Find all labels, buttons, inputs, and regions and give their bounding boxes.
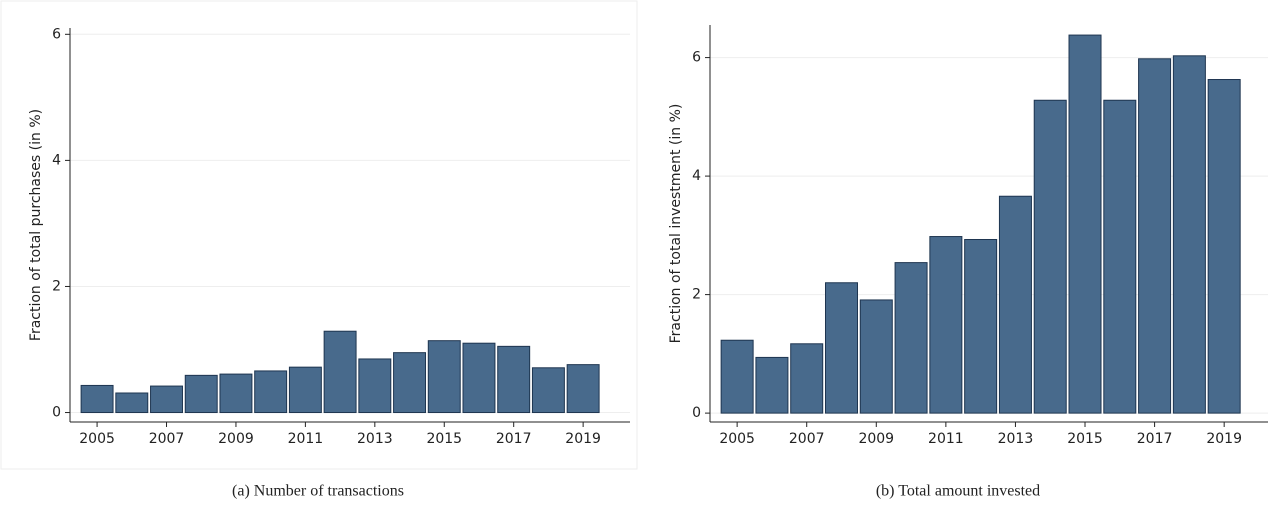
x-tick-label: 2009 — [218, 431, 254, 447]
caption: (b) Total amount invested — [876, 483, 1040, 500]
bar — [1138, 58, 1172, 414]
bar — [254, 370, 288, 414]
bar — [894, 262, 928, 414]
bar — [358, 358, 392, 414]
x-tick-label: 2019 — [565, 431, 601, 447]
bar — [531, 367, 565, 414]
y-tick-label: 2 — [52, 278, 61, 294]
bar — [755, 356, 789, 414]
bar — [1207, 79, 1241, 414]
bar — [790, 343, 824, 414]
x-tick-label: 2009 — [858, 431, 894, 447]
bar — [824, 282, 859, 414]
y-tick-label: 4 — [692, 168, 701, 184]
x-tick-label: 2007 — [789, 431, 825, 447]
bar — [219, 373, 253, 414]
bar — [1172, 55, 1206, 414]
y-axis-label: Fraction of total investment (in %) — [668, 104, 684, 344]
bar — [150, 385, 183, 414]
x-tick-label: 2013 — [357, 431, 393, 447]
caption: (a) Number of transactions — [232, 483, 404, 500]
bar — [1068, 34, 1102, 414]
x-tick-label: 2017 — [1137, 431, 1173, 447]
bar — [929, 236, 963, 414]
x-tick-label: 2005 — [719, 431, 755, 447]
x-tick-label: 2015 — [1067, 431, 1103, 447]
bar — [998, 195, 1032, 414]
x-tick-label: 2011 — [928, 431, 964, 447]
bar — [427, 340, 461, 414]
y-tick-label: 6 — [52, 26, 61, 42]
bar — [720, 339, 754, 414]
bar — [80, 384, 114, 414]
bar — [323, 330, 357, 414]
bar — [1033, 99, 1067, 414]
x-tick-label: 2019 — [1206, 431, 1242, 447]
panel-frame — [0, 0, 638, 470]
bar — [393, 352, 427, 414]
y-tick-label: 4 — [52, 152, 61, 168]
y-tick-label: 0 — [52, 405, 61, 421]
bar — [1103, 99, 1137, 414]
bar — [566, 364, 600, 414]
x-tick-label: 2005 — [79, 431, 115, 447]
bar — [859, 299, 893, 414]
y-axis-label: Fraction of total purchases (in %) — [28, 109, 44, 341]
bar — [462, 342, 496, 414]
y-tick-label: 0 — [692, 405, 701, 421]
bar — [964, 238, 998, 414]
bar — [184, 374, 218, 414]
y-tick-label: 6 — [692, 50, 701, 66]
y-tick-label: 2 — [692, 287, 701, 303]
x-tick-label: 2013 — [998, 431, 1034, 447]
x-tick-label: 2015 — [426, 431, 462, 447]
bar — [497, 345, 531, 414]
x-tick-label: 2017 — [496, 431, 532, 447]
bar — [288, 366, 322, 414]
x-tick-label: 2011 — [288, 431, 324, 447]
bar — [115, 392, 149, 414]
x-tick-label: 2007 — [149, 431, 185, 447]
